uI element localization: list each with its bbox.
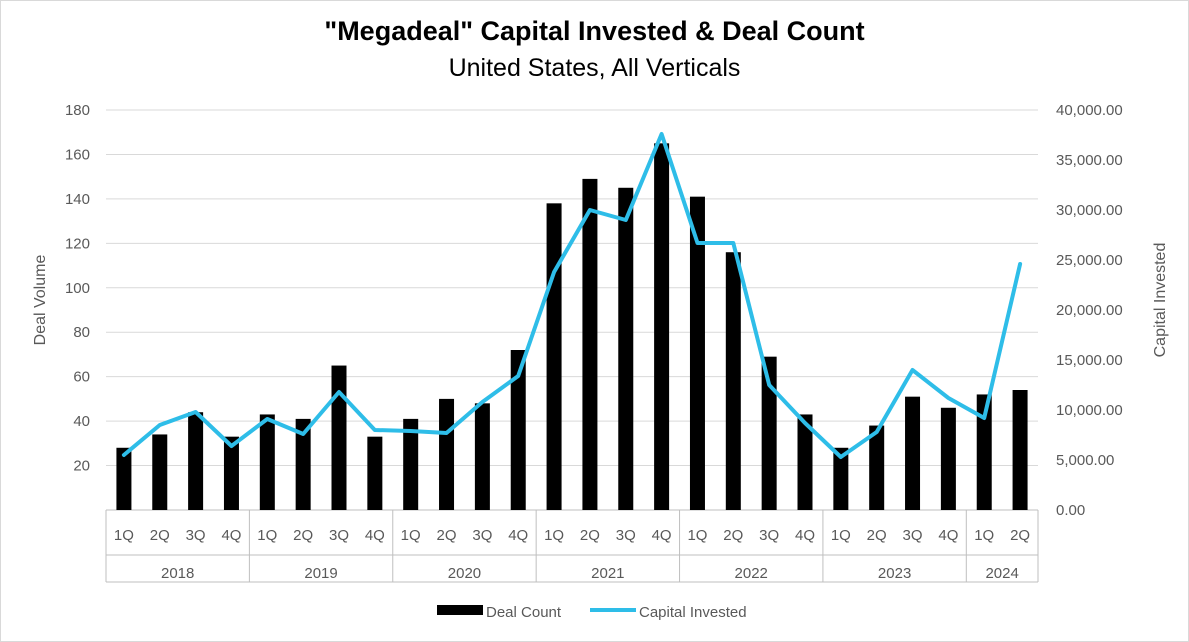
bar bbox=[976, 394, 992, 510]
y2-tick-label: 30,000.00 bbox=[1056, 202, 1123, 219]
quarter-label: 1Q bbox=[257, 527, 277, 544]
quarter-label: 4Q bbox=[938, 527, 958, 544]
y2-tick-label: 15,000.00 bbox=[1056, 352, 1123, 369]
quarter-label: 3Q bbox=[186, 527, 206, 544]
quarter-label: 4Q bbox=[508, 527, 528, 544]
y-tick-label: 160 bbox=[65, 146, 90, 163]
quarter-label: 4Q bbox=[652, 527, 672, 544]
legend-label-deal-count: Deal Count bbox=[486, 604, 562, 621]
bar bbox=[295, 418, 311, 510]
y-tick-label: 140 bbox=[65, 191, 90, 208]
quarter-label: 4Q bbox=[365, 527, 385, 544]
bar bbox=[403, 418, 419, 510]
bar bbox=[797, 414, 813, 510]
legend-label-capital-invested: Capital Invested bbox=[639, 604, 747, 621]
y-tick-label: 100 bbox=[65, 280, 90, 297]
year-label: 2022 bbox=[735, 565, 768, 582]
year-label: 2018 bbox=[161, 565, 194, 582]
bar bbox=[474, 403, 490, 510]
y-tick-label: 120 bbox=[65, 235, 90, 252]
bar bbox=[116, 447, 132, 510]
quarter-label: 2Q bbox=[437, 527, 457, 544]
y2-tick-label: 25,000.00 bbox=[1056, 252, 1123, 269]
y-tick-label: 40 bbox=[73, 413, 90, 430]
year-label: 2023 bbox=[878, 565, 911, 582]
bar bbox=[259, 414, 275, 510]
y-axis-title: Deal Volume bbox=[32, 255, 49, 346]
y-tick-label: 60 bbox=[73, 369, 90, 386]
quarter-label: 2Q bbox=[867, 527, 887, 544]
quarter-label: 4Q bbox=[795, 527, 815, 544]
chart-subtitle: United States, All Verticals bbox=[448, 54, 741, 82]
quarter-label: 3Q bbox=[759, 527, 779, 544]
bar bbox=[367, 436, 383, 510]
quarter-label: 3Q bbox=[472, 527, 492, 544]
y2-tick-label: 10,000.00 bbox=[1056, 402, 1123, 419]
bar bbox=[546, 203, 562, 511]
quarter-label: 2Q bbox=[1010, 527, 1030, 544]
bar bbox=[940, 407, 956, 510]
bar bbox=[761, 356, 777, 510]
bar bbox=[725, 252, 741, 510]
y2-tick-label: 0.00 bbox=[1056, 502, 1085, 519]
series-line-capital-invested bbox=[121, 132, 1023, 459]
y2-tick-label: 35,000.00 bbox=[1056, 152, 1123, 169]
quarter-label: 3Q bbox=[616, 527, 636, 544]
legend-swatch-deal-count bbox=[437, 605, 483, 615]
quarter-label: 3Q bbox=[903, 527, 923, 544]
quarter-label: 2Q bbox=[150, 527, 170, 544]
quarter-label: 2Q bbox=[580, 527, 600, 544]
bar bbox=[152, 434, 168, 510]
bar bbox=[188, 412, 204, 510]
y-tick-label: 80 bbox=[73, 324, 90, 341]
quarter-label: 2Q bbox=[723, 527, 743, 544]
quarter-label: 1Q bbox=[544, 527, 564, 544]
quarter-label: 4Q bbox=[221, 527, 241, 544]
y2-tick-label: 5,000.00 bbox=[1056, 452, 1114, 469]
year-label: 2021 bbox=[591, 565, 624, 582]
chart-title: "Megadeal" Capital Invested & Deal Count bbox=[324, 16, 865, 46]
quarter-label: 1Q bbox=[114, 527, 134, 544]
y-tick-label: 180 bbox=[65, 102, 90, 119]
bar bbox=[618, 187, 634, 510]
bar bbox=[582, 178, 598, 510]
quarter-label: 2Q bbox=[293, 527, 313, 544]
bar bbox=[331, 365, 347, 510]
year-label: 2020 bbox=[448, 565, 481, 582]
bar bbox=[869, 425, 885, 510]
y2-axis-title: Capital Invested bbox=[1152, 243, 1169, 358]
quarter-label: 3Q bbox=[329, 527, 349, 544]
year-label: 2024 bbox=[985, 565, 1018, 582]
quarter-label: 1Q bbox=[401, 527, 421, 544]
year-label: 2019 bbox=[304, 565, 337, 582]
bar bbox=[1012, 390, 1028, 510]
bar bbox=[510, 350, 526, 510]
y2-tick-label: 40,000.00 bbox=[1056, 102, 1123, 119]
bar bbox=[654, 143, 670, 511]
bar bbox=[223, 436, 239, 510]
quarter-label: 1Q bbox=[831, 527, 851, 544]
y2-tick-label: 20,000.00 bbox=[1056, 302, 1123, 319]
bar bbox=[905, 396, 921, 510]
bar bbox=[833, 447, 849, 510]
y-tick-label: 20 bbox=[73, 458, 90, 475]
bar bbox=[439, 398, 455, 510]
quarter-label: 1Q bbox=[974, 527, 994, 544]
quarter-label: 1Q bbox=[687, 527, 707, 544]
bar bbox=[689, 196, 705, 510]
